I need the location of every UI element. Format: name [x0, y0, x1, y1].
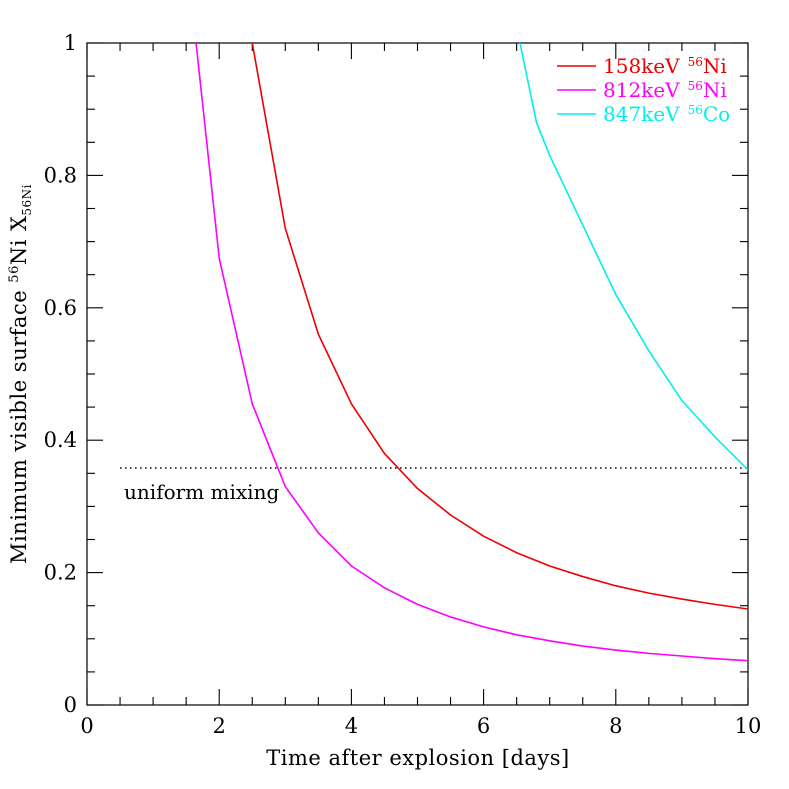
plot-area-border [86, 42, 749, 706]
series-line-847keV-Co [519, 43, 748, 471]
y-axis-label-superscript: 56 [7, 265, 22, 283]
y-tick-label: 0.6 [44, 296, 77, 320]
x-tick-label: 6 [477, 714, 490, 738]
series-group [195, 43, 748, 662]
y-axis-label-x: X [7, 216, 31, 231]
legend-isotope: Ni [703, 78, 727, 102]
plot-frame [86, 42, 749, 706]
y-tick-label: 0.2 [44, 561, 77, 585]
y-axis-label-prefix: Minimum visible surface [7, 283, 31, 564]
legend-energy: 847keV [603, 102, 680, 126]
tick-labels: 0 2 4 6 8 10 0 0.2 0.4 0.6 0.8 1 [44, 31, 762, 738]
series-line-812keV-Ni [195, 43, 748, 662]
y-tick-label: 1 [64, 31, 77, 55]
y-axis-label-element: Ni [7, 239, 31, 265]
legend-energy: 158keV [603, 54, 680, 78]
legend-energy: 812keV [603, 78, 680, 102]
y-tick-label: 0.8 [44, 163, 77, 187]
x-tick-label: 0 [80, 714, 93, 738]
legend-superscript: 56 [688, 79, 703, 93]
y-tick-label: 0.4 [44, 428, 77, 452]
series-line-158keV-Ni [251, 43, 748, 610]
legend-isotope: Ni [703, 54, 727, 78]
axis-ticks [86, 42, 749, 706]
y-tick-label: 0 [64, 693, 77, 717]
legend-superscript: 56 [688, 103, 703, 117]
reference-line-group: uniform mixing [120, 467, 748, 504]
uniform-mixing-label: uniform mixing [124, 480, 279, 504]
y-axis-label-subscript: 56Ni [20, 184, 34, 216]
legend-entry: 812keV 56Ni [603, 78, 727, 102]
x-tick-label: 10 [735, 714, 762, 738]
x-tick-label: 8 [609, 714, 622, 738]
x-tick-label: 2 [213, 714, 226, 738]
legend-entry: 847keV 56Co [603, 102, 730, 126]
x-axis-label: Time after explosion [days] [266, 746, 570, 770]
legend-entry: 158keV 56Ni [603, 54, 727, 78]
legend-isotope: Co [703, 102, 730, 126]
y-axis-label: Minimum visible surface 56NiX56Ni [7, 184, 34, 564]
x-tick-label: 4 [345, 714, 358, 738]
legend-superscript: 56 [688, 55, 703, 69]
